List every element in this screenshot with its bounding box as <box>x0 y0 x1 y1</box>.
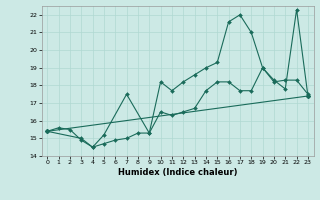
X-axis label: Humidex (Indice chaleur): Humidex (Indice chaleur) <box>118 168 237 177</box>
